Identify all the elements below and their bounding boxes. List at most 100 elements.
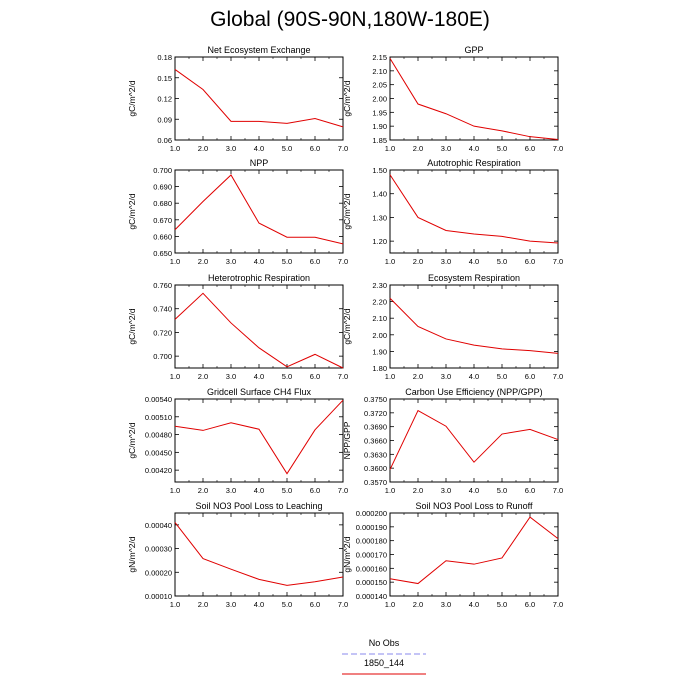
- series-line: [389, 58, 559, 140]
- y-tick-label: 0.670: [153, 216, 172, 225]
- x-tick-label: 4.0: [254, 144, 264, 153]
- x-tick-label: 2.0: [413, 372, 423, 381]
- y-tick-label: 0.09: [157, 115, 172, 124]
- x-tick-label: 3.0: [441, 600, 451, 609]
- x-tick-label: 1.0: [385, 144, 395, 153]
- series-line: [174, 522, 344, 586]
- y-tick-label: 0.000180: [356, 537, 387, 546]
- x-tick-label: 6.0: [525, 372, 535, 381]
- x-tick-label: 2.0: [413, 600, 423, 609]
- x-tick-label: 1.0: [170, 600, 180, 609]
- y-tick-label: 0.00420: [145, 466, 172, 475]
- series-line: [174, 292, 344, 369]
- y-tick-label: 2.10: [372, 67, 387, 76]
- x-tick-label: 7.0: [338, 600, 348, 609]
- panel-title: Carbon Use Efficiency (NPP/GPP): [405, 387, 542, 397]
- x-tick-label: 4.0: [469, 257, 479, 266]
- x-tick-label: 6.0: [310, 600, 320, 609]
- plot-frame: [389, 398, 559, 483]
- panel-title: Soil NO3 Pool Loss to Runoff: [416, 501, 533, 511]
- x-tick-label: 2.0: [198, 486, 208, 495]
- x-tick-label: 5.0: [282, 486, 292, 495]
- plot-frame: [389, 284, 559, 369]
- y-tick-label: 0.3660: [364, 437, 387, 446]
- y-tick-label: 0.00020: [145, 568, 172, 577]
- x-tick-label: 5.0: [497, 257, 507, 266]
- x-tick-label: 3.0: [226, 257, 236, 266]
- y-tick-label: 0.3570: [364, 478, 387, 487]
- y-tick-label: 0.00480: [145, 431, 172, 440]
- x-tick-label: 7.0: [338, 257, 348, 266]
- y-tick-label: 0.12: [157, 95, 172, 104]
- x-tick-label: 2.0: [413, 486, 423, 495]
- x-tick-label: 6.0: [525, 257, 535, 266]
- x-tick-label: 1.0: [385, 372, 395, 381]
- y-axis-label: gC/m^2/d: [342, 80, 352, 116]
- x-tick-label: 3.0: [226, 600, 236, 609]
- y-tick-label: 0.000170: [356, 551, 387, 560]
- x-tick-label: 2.0: [198, 144, 208, 153]
- y-tick-label: 0.00540: [145, 395, 172, 404]
- y-tick-label: 0.000190: [356, 523, 387, 532]
- series-line: [174, 399, 344, 475]
- plot-frame: [174, 398, 344, 483]
- y-tick-label: 0.06: [157, 136, 172, 145]
- y-tick-label: 2.10: [372, 314, 387, 323]
- page-title: Global (90S-90N,180W-180E): [210, 8, 490, 31]
- x-tick-label: 4.0: [254, 257, 264, 266]
- x-tick-label: 6.0: [525, 600, 535, 609]
- x-tick-label: 4.0: [469, 486, 479, 495]
- x-tick-label: 6.0: [310, 486, 320, 495]
- series-line: [174, 69, 344, 128]
- y-tick-label: 0.000140: [356, 592, 387, 601]
- series-line: [174, 174, 344, 245]
- x-tick-label: 5.0: [282, 144, 292, 153]
- x-tick-label: 2.0: [413, 144, 423, 153]
- y-tick-label: 0.00010: [145, 592, 172, 601]
- x-tick-label: 1.0: [385, 600, 395, 609]
- x-tick-label: 4.0: [254, 600, 264, 609]
- y-tick-label: 0.650: [153, 249, 172, 258]
- chart-panel-2: GPP 1.0 2.0 3.0 4.0 5.0 6.0 7.0 1.85 1.90 1.95 2.00…: [342, 45, 563, 153]
- x-tick-label: 3.0: [441, 144, 451, 153]
- plot-frame: [174, 169, 344, 254]
- y-tick-label: 0.00040: [145, 521, 172, 530]
- plot-frame: [389, 169, 559, 254]
- chart-panel-5: Heterotrophic Respiration 1.0 2.0 3.0 4.0 5.0…: [127, 273, 348, 381]
- series-line: [389, 174, 559, 244]
- x-tick-label: 5.0: [282, 257, 292, 266]
- y-tick-label: 0.740: [153, 305, 172, 314]
- y-tick-label: 0.3750: [364, 395, 387, 404]
- x-tick-label: 6.0: [525, 486, 535, 495]
- y-tick-label: 2.00: [372, 95, 387, 104]
- y-tick-label: 1.90: [372, 122, 387, 131]
- y-axis-label: gN/m^2/d: [127, 536, 137, 572]
- x-tick-label: 5.0: [497, 144, 507, 153]
- x-tick-label: 7.0: [338, 486, 348, 495]
- y-tick-label: 2.05: [372, 81, 387, 90]
- x-tick-label: 3.0: [226, 144, 236, 153]
- x-tick-label: 6.0: [310, 257, 320, 266]
- x-tick-label: 1.0: [385, 257, 395, 266]
- y-tick-label: 0.3720: [364, 409, 387, 418]
- y-tick-label: 2.15: [372, 53, 387, 62]
- y-tick-label: 0.3600: [364, 464, 387, 473]
- panel-title: Gridcell Surface CH4 Flux: [207, 387, 312, 397]
- x-tick-label: 7.0: [338, 372, 348, 381]
- y-tick-label: 1.50: [372, 166, 387, 175]
- panel-title: NPP: [250, 158, 269, 168]
- y-axis-label: gC/m^2/d: [127, 80, 137, 116]
- x-tick-label: 7.0: [553, 144, 563, 153]
- y-tick-label: 2.00: [372, 331, 387, 340]
- y-axis-label: NPP/GPP: [342, 421, 352, 459]
- x-tick-label: 2.0: [198, 600, 208, 609]
- y-axis-label: gC/m^2/d: [342, 193, 352, 229]
- y-axis-label: gN/m^2/d: [342, 536, 352, 572]
- series-line: [389, 297, 559, 354]
- chart-panel-9: Soil NO3 Pool Loss to Leaching 1.0 2.0 3.0 4…: [127, 501, 348, 609]
- x-tick-label: 3.0: [441, 372, 451, 381]
- y-tick-label: 0.700: [153, 166, 172, 175]
- y-tick-label: 1.90: [372, 347, 387, 356]
- x-tick-label: 5.0: [282, 372, 292, 381]
- x-tick-label: 5.0: [497, 372, 507, 381]
